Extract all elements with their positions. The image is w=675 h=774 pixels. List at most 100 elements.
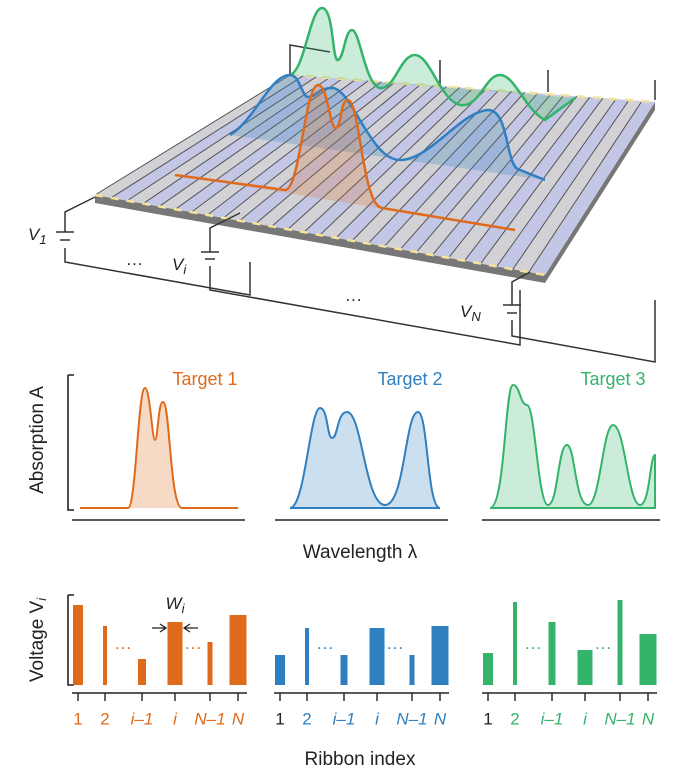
ellipsis: ··· <box>115 637 132 656</box>
electrode <box>289 73 656 104</box>
ribbon-gap <box>303 87 460 233</box>
ribbon <box>287 86 460 233</box>
ribbon <box>496 99 629 270</box>
ribbon <box>480 98 616 267</box>
ribbon-gap <box>287 86 447 230</box>
ribbon-gap <box>319 88 473 236</box>
target-label: Target 3 <box>580 369 645 389</box>
tick-label: N–1 <box>194 709 225 728</box>
ribbon <box>143 77 343 207</box>
voltage-bar <box>431 626 449 685</box>
voltage-bar <box>275 655 285 685</box>
plate-edge <box>95 102 655 283</box>
voltage-label: VN <box>460 302 481 324</box>
ribbon <box>448 96 590 261</box>
tick-label: N–1 <box>396 709 427 728</box>
voltage-label: Vi <box>172 255 187 277</box>
voltage-bar <box>548 622 556 685</box>
ribbon <box>320 88 486 238</box>
ribbon-device <box>94 73 656 283</box>
ribbon <box>464 97 603 264</box>
ribbon <box>239 83 421 224</box>
ribbon-gap <box>239 83 408 222</box>
voltage-bar <box>369 628 385 685</box>
ribbon <box>271 85 447 230</box>
ribbon-gap <box>480 97 604 264</box>
ribbon-gap <box>271 85 434 227</box>
voltage-panels: 1 2 i–1 i N–1 N··· ···1 2 i–1 i N–1 N··· ···1 2 i–1 i N–… <box>72 600 657 728</box>
voltage-bar <box>577 650 593 685</box>
ribbon-gap <box>255 84 421 224</box>
ellipsis: ··· <box>317 637 334 656</box>
ribbon <box>400 93 551 253</box>
target-label: Target 2 <box>377 369 442 389</box>
ribbon <box>191 80 382 216</box>
ribbon <box>528 101 655 276</box>
tick-label: i–1 <box>333 709 356 728</box>
ribbon-gap <box>416 93 552 253</box>
x-axis-label: Ribbon index <box>305 749 416 770</box>
tick-label: N <box>434 709 447 728</box>
ribbon-gap <box>142 77 330 204</box>
tick-label: 1 <box>73 709 82 728</box>
ribbon <box>175 79 369 213</box>
voltage-bar <box>138 659 146 685</box>
ribbon-gap <box>383 92 526 247</box>
spectrum <box>489 383 656 509</box>
voltage-bar <box>639 634 657 685</box>
tick-label: N–1 <box>604 709 635 728</box>
ribbon <box>384 92 538 250</box>
x-axis-label: Wavelength λ <box>303 542 418 563</box>
ribbon <box>368 91 525 247</box>
spectrum-3d <box>174 83 516 232</box>
ellipsis: ··· <box>345 289 362 308</box>
ribbon-gap <box>528 100 643 273</box>
spectrum-3d <box>289 6 576 122</box>
voltage-bar <box>305 628 309 685</box>
voltage-bar <box>229 615 247 685</box>
spectrum <box>80 386 238 509</box>
voltage-bar <box>207 642 213 685</box>
wire <box>209 212 521 346</box>
ellipsis: ··· <box>185 637 202 656</box>
ribbon-gap <box>367 91 512 244</box>
ribbon <box>111 75 317 201</box>
ribbon-gap <box>335 89 486 239</box>
ribbon <box>512 100 642 273</box>
ribbon-gap <box>432 94 565 256</box>
tick-label: 1 <box>483 709 492 728</box>
ellipsis: ··· <box>387 637 404 656</box>
ribbon-gap <box>94 74 291 196</box>
width-label: Wi <box>166 594 186 616</box>
wire <box>64 196 251 296</box>
wire <box>511 271 656 363</box>
ribbon <box>432 95 577 258</box>
y-axis <box>67 374 74 511</box>
voltage-bar <box>483 653 493 685</box>
tick-label: i <box>583 709 588 728</box>
ribbon-gap <box>223 82 395 219</box>
voltage-bar <box>617 600 623 685</box>
voltage-label: V1 <box>28 225 47 247</box>
y-axis-label: Voltage Vi <box>27 597 49 682</box>
ribbon-gap <box>191 80 369 213</box>
ribbon-gap <box>464 96 591 262</box>
voltage-bar <box>73 605 83 685</box>
ribbon <box>303 87 473 236</box>
tick-label: 2 <box>510 709 519 728</box>
voltage-bar <box>103 626 107 685</box>
ribbon <box>352 90 512 244</box>
ribbon <box>95 75 304 198</box>
ribbon-gap <box>496 98 617 267</box>
circuits <box>56 44 656 363</box>
ribbon-gap <box>158 78 343 207</box>
ribbon-gap <box>126 76 317 202</box>
ribbon <box>127 76 330 204</box>
voltage-bar <box>409 655 415 685</box>
tick-label: i–1 <box>131 709 154 728</box>
ribbon <box>255 84 434 227</box>
tick-label: N <box>232 709 245 728</box>
tick-label: 2 <box>100 709 109 728</box>
battery <box>503 304 521 314</box>
